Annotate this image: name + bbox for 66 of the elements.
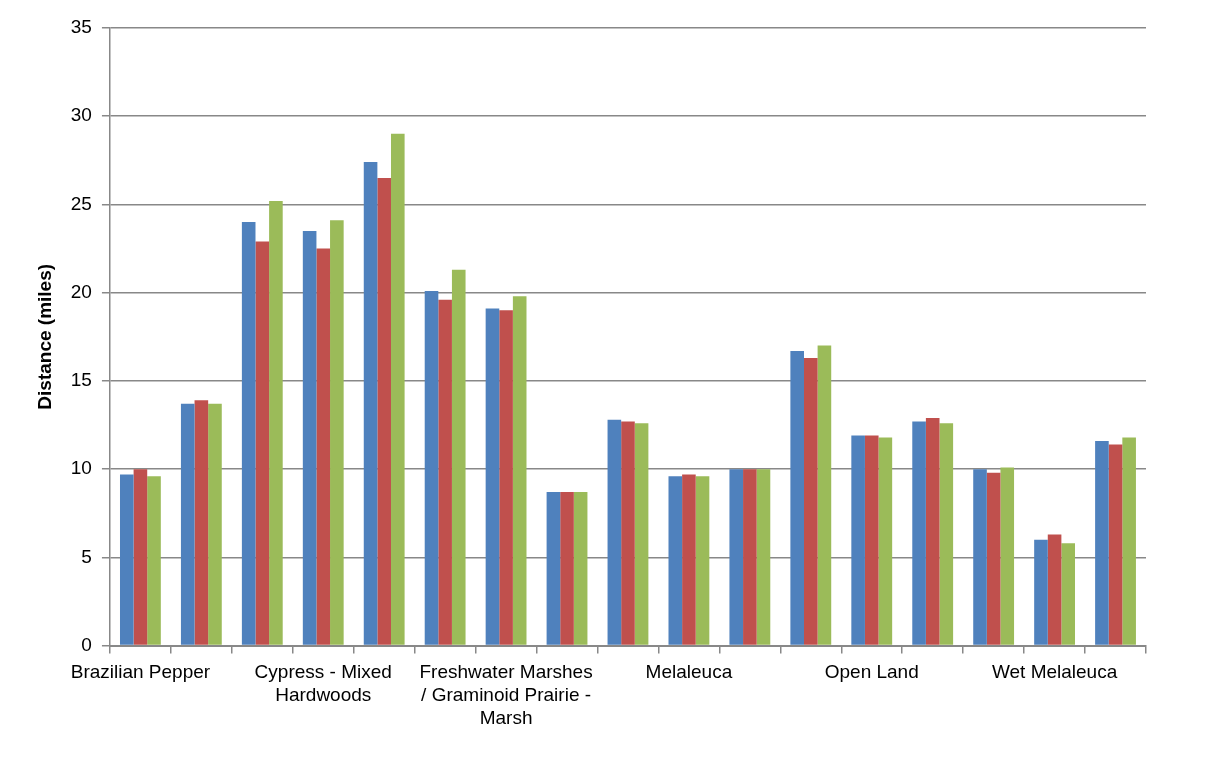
bar xyxy=(621,421,635,645)
bar xyxy=(377,177,391,645)
y-axis-title: Distance (miles) xyxy=(33,263,55,410)
bar xyxy=(1047,534,1062,645)
x-tick-label: Cypress - Mixed Hardwoods xyxy=(254,661,392,706)
bar xyxy=(363,162,378,645)
bar xyxy=(804,357,818,645)
bar xyxy=(560,492,574,645)
bar xyxy=(316,248,331,645)
y-tick-label: 10 xyxy=(70,457,92,479)
bar xyxy=(241,222,256,645)
bar xyxy=(330,220,344,645)
bar xyxy=(668,476,683,645)
bar xyxy=(729,469,744,645)
bar xyxy=(119,474,134,645)
bar xyxy=(817,345,832,645)
bar xyxy=(851,435,865,645)
bar xyxy=(1061,543,1075,645)
bar xyxy=(451,269,466,645)
bar xyxy=(790,350,804,645)
y-tick-label: 25 xyxy=(70,192,92,214)
bar xyxy=(546,492,561,645)
bar xyxy=(255,241,270,645)
bar xyxy=(499,310,513,645)
bar xyxy=(695,476,710,645)
bar xyxy=(302,230,317,645)
bar xyxy=(864,435,879,645)
y-tick-label: 30 xyxy=(70,104,92,126)
bar xyxy=(485,308,500,645)
bar xyxy=(1095,440,1109,645)
x-tick-label: Open Land xyxy=(824,661,919,683)
bar xyxy=(878,437,893,645)
bar xyxy=(269,200,283,645)
x-tick-label: Melaleuca xyxy=(645,661,733,683)
bar xyxy=(912,421,926,645)
bar xyxy=(925,417,940,645)
y-tick-label: 20 xyxy=(70,280,92,302)
bar xyxy=(573,492,588,645)
bar xyxy=(512,296,527,645)
bar xyxy=(682,474,696,645)
bar xyxy=(1000,467,1015,645)
y-tick-label: 35 xyxy=(70,16,92,38)
bar xyxy=(1122,437,1136,645)
bar xyxy=(743,469,757,645)
bar xyxy=(390,133,405,645)
y-tick-label: 15 xyxy=(70,369,92,391)
x-tick-label: Brazilian Pepper xyxy=(70,661,211,683)
bar xyxy=(939,423,954,645)
bar xyxy=(607,419,622,645)
x-tick-label: Freshwater Marshes / Graminoid Prairie - Marsh xyxy=(419,661,593,728)
bar xyxy=(208,403,222,645)
bar xyxy=(756,469,771,645)
bar xyxy=(1034,539,1048,645)
bar xyxy=(973,469,987,645)
x-tick-label: Wet Melaleuca xyxy=(991,661,1118,683)
bar xyxy=(133,469,148,645)
bar xyxy=(1108,444,1123,645)
bar xyxy=(180,403,195,645)
y-tick-label: 0 xyxy=(81,633,92,655)
bar xyxy=(438,299,452,645)
y-tick-label: 5 xyxy=(81,545,92,567)
bar xyxy=(147,476,161,645)
bar xyxy=(634,423,649,645)
bar xyxy=(194,400,209,645)
bar xyxy=(424,290,439,645)
bar xyxy=(986,472,1001,645)
